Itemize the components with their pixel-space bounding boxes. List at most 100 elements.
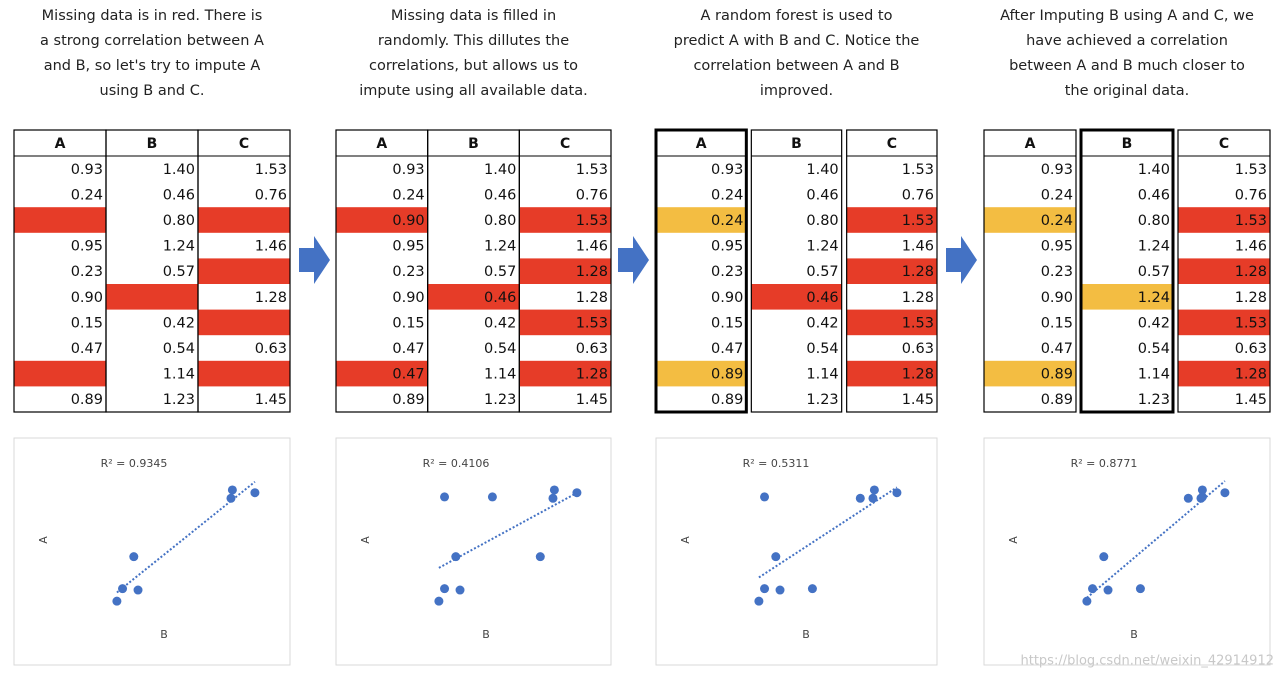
cell: 0.57 (163, 264, 195, 280)
cell: 0.42 (484, 315, 516, 331)
cell: 0.46 (806, 187, 838, 203)
column-header: B (791, 136, 802, 152)
cell-fill (14, 360, 106, 387)
cell-fill (336, 360, 428, 387)
point (760, 584, 770, 594)
cell: 0.63 (576, 341, 608, 357)
point (451, 552, 461, 562)
cell: 1.46 (576, 239, 608, 255)
cell: 1.28 (1235, 290, 1267, 306)
cell: 0.47 (711, 341, 743, 357)
cell: 0.47 (392, 341, 424, 357)
column-header: C (1219, 136, 1229, 152)
column-header: C (239, 136, 249, 152)
caption-line: Missing data is filled in (391, 8, 556, 24)
cell: 0.93 (1041, 162, 1073, 178)
cell-fill (656, 360, 747, 387)
column-header: A (1025, 136, 1036, 152)
cell-fill (519, 207, 611, 233)
cell: 0.46 (806, 290, 838, 306)
cell: 0.15 (1041, 315, 1073, 331)
cell: 0.80 (163, 213, 195, 229)
caption-line: have achieved a correlation (1026, 33, 1228, 49)
cell: 0.89 (1041, 367, 1073, 383)
point (455, 585, 465, 595)
cell: 0.24 (711, 213, 743, 229)
cell-fill (519, 309, 611, 336)
cell: 0.80 (484, 213, 516, 229)
cell: 0.76 (255, 187, 287, 203)
y-axis-label: A (679, 536, 692, 544)
cell: 1.23 (806, 392, 838, 408)
cell: 0.93 (392, 162, 424, 178)
point (760, 492, 770, 502)
point (535, 552, 545, 562)
cell-fill (1081, 284, 1173, 310)
caption-line: using B and C. (100, 83, 205, 99)
caption-line: After Imputing B using A and C, we (1000, 8, 1254, 24)
cell: 1.24 (1138, 290, 1170, 306)
cell: 0.90 (392, 290, 424, 306)
point (1220, 488, 1230, 498)
column-header: B (147, 136, 158, 152)
caption-line: randomly. This dillutes the (378, 33, 569, 49)
chart-frame (983, 437, 1271, 666)
cell-fill (519, 360, 611, 387)
cell: 0.57 (484, 264, 516, 280)
point (548, 493, 558, 503)
cell: 1.24 (1138, 239, 1170, 255)
point (869, 485, 879, 495)
cell: 1.53 (576, 213, 608, 229)
caption-line: A random forest is used to (701, 8, 893, 24)
point (133, 585, 143, 595)
cell: 0.63 (1235, 341, 1267, 357)
r-squared: R² = 0.4106 (423, 457, 490, 470)
cell: 0.93 (71, 162, 103, 178)
cell-fill (984, 360, 1076, 387)
cell: 0.24 (711, 187, 743, 203)
cell-fill (106, 284, 198, 310)
cell: 0.80 (1138, 213, 1170, 229)
cell-fill (846, 207, 937, 233)
cell: 1.24 (163, 239, 195, 255)
cell: 1.28 (1235, 264, 1267, 280)
cell-fill (984, 207, 1076, 233)
point (226, 493, 236, 503)
cell: 0.90 (71, 290, 103, 306)
caption-line: correlations, but allows us to (369, 58, 578, 74)
arrows (299, 236, 977, 284)
cell: 1.53 (902, 315, 934, 331)
cell: 0.23 (711, 264, 743, 280)
column-frame (1177, 129, 1271, 413)
column-header: C (560, 136, 570, 152)
cell: 0.46 (163, 187, 195, 203)
cell: 0.46 (484, 290, 516, 306)
cell-fill (846, 258, 937, 284)
point (807, 584, 817, 594)
r-squared: R² = 0.5311 (743, 457, 810, 470)
arrow (618, 236, 649, 284)
cell: 0.15 (71, 315, 103, 331)
cell-fill (198, 309, 290, 336)
cell: 1.24 (806, 239, 838, 255)
caption-line: between A and B much closer to (1009, 58, 1245, 74)
cell: 1.45 (902, 392, 934, 408)
cell: 0.90 (392, 213, 424, 229)
point (1088, 584, 1098, 594)
cell: 1.14 (484, 367, 516, 383)
point (775, 585, 785, 595)
cell: 0.24 (1041, 187, 1073, 203)
x-axis-label: B (160, 628, 168, 641)
cell: 1.53 (902, 162, 934, 178)
cell: 1.40 (806, 162, 838, 178)
point (1103, 585, 1113, 595)
column-frame (846, 129, 938, 413)
caption-line: and B, so let's try to impute A (44, 58, 261, 74)
cell: 0.24 (71, 187, 103, 203)
point (434, 596, 444, 606)
column-frame (750, 129, 843, 413)
cell: 1.45 (576, 392, 608, 408)
watermark: https://blog.csdn.net/weixin_42914912 (1020, 654, 1274, 669)
cell: 0.24 (392, 187, 424, 203)
